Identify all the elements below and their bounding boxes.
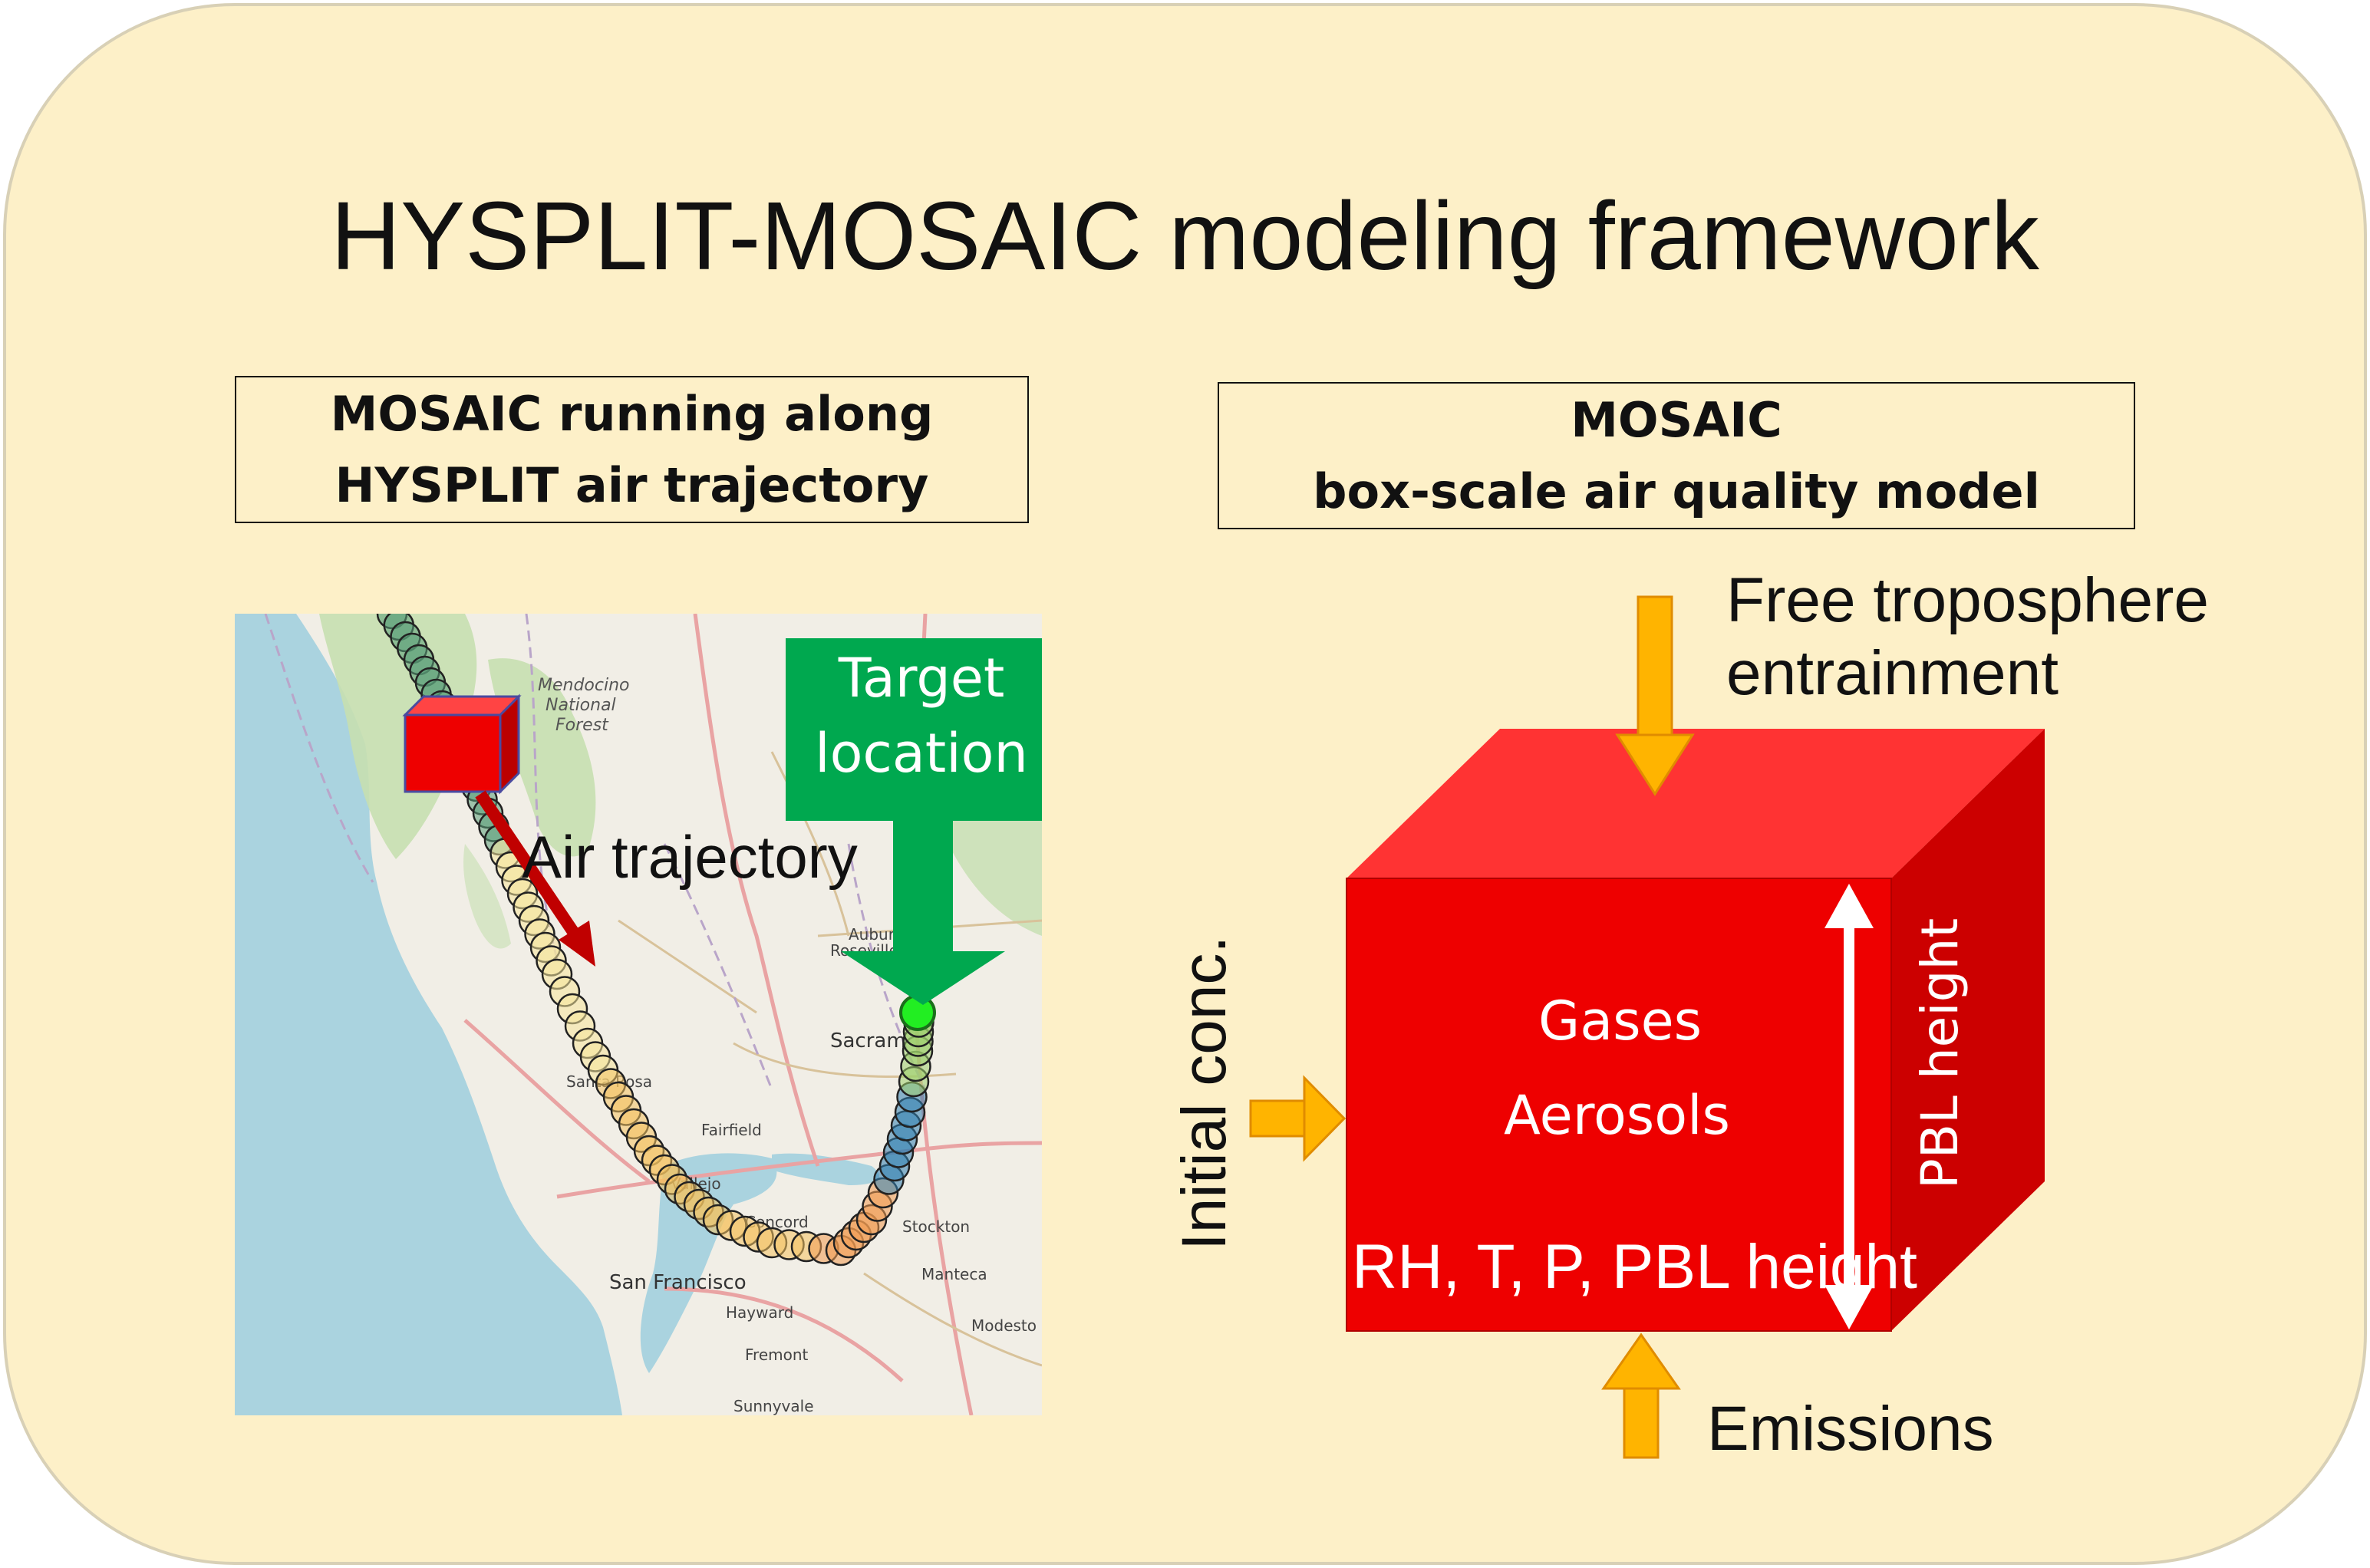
map-place-label: National [546,696,616,715]
pbl-height-label: PBL height [1910,917,1970,1189]
entrainment-label: Free troposphere entrainment [1726,564,2209,710]
target-arrow [786,638,1042,1005]
map-city-label: San Francisco [609,1271,747,1294]
map-delta [772,1153,879,1185]
target-label-line: Target [838,647,1005,710]
entrainment-label-line: entrainment [1726,638,2059,709]
map-forest [463,844,511,949]
map-place-label: Stockton [902,1217,970,1236]
aerosols-label: Aerosols [1504,1084,1731,1147]
initial-conc-label: Initial conc. [1169,935,1239,1250]
left-header-line: MOSAIC running along [330,386,934,442]
map-ocean [235,614,622,1415]
map-place-label: Hayward [726,1303,793,1322]
map-place-label: Manteca [921,1265,987,1283]
right-panel-header: MOSAIC box-scale air quality model [1218,382,2135,529]
map-place-label: Fremont [745,1346,809,1364]
map-place-label: Sunnyvale [733,1397,814,1415]
target-location-label: Target location [790,641,1053,791]
left-header-line: HYSPLIT air trajectory [335,457,929,513]
air-trajectory-label: Air trajectory [522,823,858,891]
entrainment-label-line: Free troposphere [1726,565,2210,635]
right-header-line: MOSAIC [1571,392,1782,448]
page-title: HYSPLIT-MOSAIC modeling framework [331,182,2039,290]
right-header-line: box-scale air quality model [1313,463,2040,519]
gases-label: Gases [1538,990,1703,1052]
map-place-label: Modesto [971,1316,1037,1335]
map-bay [640,1153,777,1373]
map-place-label: Forest [555,716,609,735]
map-place-label: Mendocino [538,676,630,695]
map-cube-icon [402,693,522,795]
map-place-label: Fairfield [701,1121,762,1139]
emissions-label: Emissions [1707,1394,1994,1464]
map-city-label: Sacram [830,1029,906,1052]
trajectory-arrow [475,790,595,967]
trajectory-map: Mendocino National Forest Roseville Aubu… [235,614,1042,1415]
left-panel-header: MOSAIC running along HYSPLIT air traject… [235,376,1029,523]
conditions-label: RH, T, P, PBL height [1352,1232,1917,1302]
target-label-line: location [815,722,1028,785]
